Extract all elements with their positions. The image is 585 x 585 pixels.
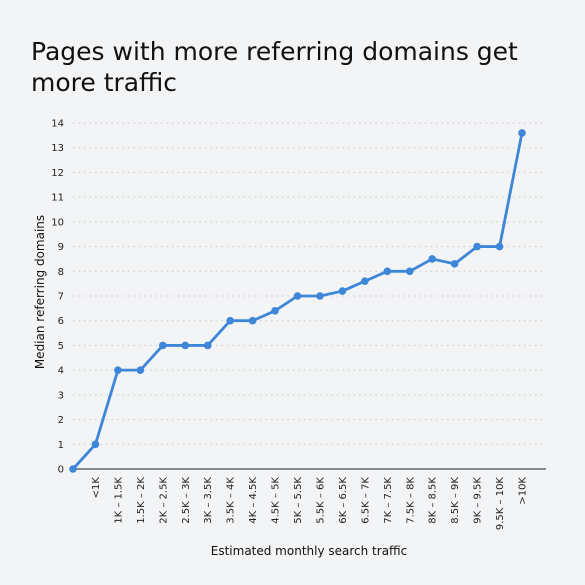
data-point	[495, 242, 504, 251]
x-tick-label: 7K – 7.5K	[383, 477, 394, 524]
y-tick-label: 1	[58, 440, 64, 451]
x-tick-label: 3.5K – 4K	[226, 477, 237, 524]
x-tick-label: 6.5K – 7K	[360, 477, 371, 524]
data-point	[473, 242, 481, 251]
x-tick-label: 5K – 5.5K	[293, 477, 304, 524]
x-tick-label: 2.5K – 3K	[181, 477, 192, 524]
x-tick-label: 8K – 8.5K	[428, 477, 439, 524]
x-tick-label: 4.5K – 5K	[271, 477, 282, 524]
data-point	[91, 440, 100, 449]
data-point	[159, 341, 167, 350]
data-point	[293, 292, 302, 300]
grid-lines	[73, 122, 546, 445]
data-point	[271, 307, 279, 315]
x-axis-title: Estimated monthly search traffic	[211, 544, 408, 558]
data-point	[518, 129, 526, 137]
chart-title: Pages with more referring domains get mo…	[31, 37, 518, 97]
y-tick-label: 9	[58, 242, 64, 253]
x-tick-label: 9K – 9.5K	[473, 477, 484, 524]
data-point	[428, 255, 437, 263]
data-point	[248, 316, 257, 325]
data-point	[316, 292, 324, 300]
y-tick-label: 12	[51, 168, 64, 179]
x-tick-label: >10K	[518, 477, 529, 505]
y-tick-label: 11	[51, 193, 64, 204]
y-tick-label: 5	[58, 341, 64, 352]
y-tick-label: 14	[51, 119, 64, 130]
y-axis-title: Median referring domains	[33, 215, 47, 369]
x-tick-label: 1K – 1.5K	[113, 477, 124, 524]
y-tick-label: 10	[51, 217, 64, 228]
data-point	[203, 341, 212, 350]
x-tick-labels: <1K 1K – 1.5K 1.5K – 2K 2K – 2.5K 2.5K – 3K 3…	[91, 477, 529, 531]
data-point	[114, 366, 122, 374]
y-tick-label: 13	[51, 143, 64, 154]
y-tick-label: 2	[58, 415, 64, 426]
x-tick-label: 7.5K – 8K	[405, 477, 416, 524]
x-tick-label: 1.5K – 2K	[136, 477, 147, 524]
x-tick-label: 8.5K – 9K	[450, 477, 461, 524]
y-tick-label: 7	[58, 292, 64, 303]
x-tick-label: <1K	[91, 477, 102, 499]
data-point	[226, 316, 234, 325]
x-tick-label: 2K – 2.5K	[158, 477, 169, 524]
data-points	[69, 129, 526, 473]
data-point	[361, 277, 369, 285]
data-point	[69, 465, 77, 473]
data-point	[383, 267, 392, 276]
y-tick-label: 6	[58, 316, 64, 327]
x-tick-label: 5.5K – 6K	[315, 477, 326, 524]
data-point	[338, 287, 347, 295]
data-point	[181, 341, 190, 350]
data-point	[450, 260, 459, 268]
y-tick-label: 4	[58, 366, 64, 377]
y-tick-label: 3	[58, 390, 64, 401]
y-tick-label: 8	[58, 267, 64, 278]
y-tick-label: 0	[58, 465, 64, 476]
x-tick-label: 3K – 3.5K	[203, 477, 214, 524]
data-point	[136, 366, 145, 374]
x-tick-label: 4K – 4.5K	[248, 477, 259, 524]
x-tick-label: 9.5K – 10K	[495, 477, 506, 531]
series-line	[71, 132, 524, 470]
x-tick-label: 6K – 6.5K	[338, 477, 349, 524]
data-point	[405, 267, 414, 276]
